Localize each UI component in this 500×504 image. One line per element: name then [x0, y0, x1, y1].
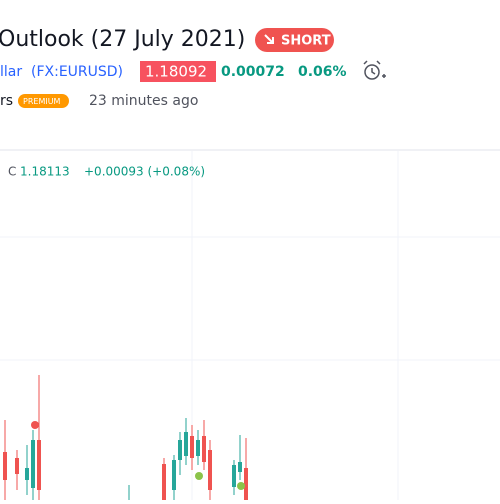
- short-label: SHORT: [281, 34, 331, 49]
- price: 1.18092: [145, 63, 207, 81]
- premium-badge: [18, 94, 69, 108]
- arrow-icon: [264, 34, 274, 44]
- idea-title: Outlook (27 July 2021): [0, 27, 245, 52]
- price-badge: [140, 61, 216, 82]
- symbol-name[interactable]: llar: [0, 64, 22, 80]
- candles: [3, 375, 248, 500]
- change: 0.00072: [221, 64, 285, 80]
- legend-label: C: [8, 165, 16, 179]
- symbol-ticker[interactable]: (FX:EURUSD): [31, 64, 123, 80]
- grid: [0, 151, 500, 500]
- legend-close: 1.18113: [20, 165, 70, 179]
- premium-label: PREMIUM: [23, 97, 61, 106]
- author-name[interactable]: rs: [0, 93, 13, 109]
- change-pct: 0.06%: [298, 64, 347, 80]
- short-badge[interactable]: [255, 28, 334, 52]
- alarm-icon[interactable]: [363, 60, 386, 80]
- legend-change: +0.00093 (+0.08%): [84, 165, 205, 179]
- post-time: 23 minutes ago: [89, 93, 198, 109]
